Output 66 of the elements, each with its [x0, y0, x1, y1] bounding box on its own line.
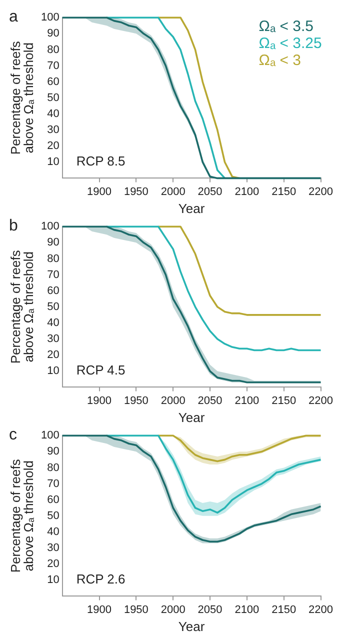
y-tick-label: 30 [47, 333, 60, 346]
x-tick-label: 1950 [124, 394, 148, 407]
x-tick-label: 2050 [198, 394, 222, 407]
x-tick-label: 2100 [234, 186, 260, 198]
x-tick-label: 1950 [124, 604, 148, 616]
y-tick-label: 50 [47, 300, 60, 313]
x-tick-label: 2200 [308, 604, 334, 616]
y-tick-label: 60 [47, 76, 60, 88]
x-tick-label: 2050 [198, 604, 222, 616]
x-tick-label: 2200 [308, 394, 334, 407]
y-axis-title: Percentage of reefs above Ωₐ threshold [8, 458, 36, 573]
y-tick-label: 90 [47, 236, 60, 249]
y-tick-label: 90 [47, 28, 60, 40]
text: Ωₐ < 3.25 [258, 35, 322, 52]
y-tick-label: 10 [47, 365, 60, 378]
y-tick-label: 20 [47, 140, 60, 152]
x-tick-label: 1900 [87, 604, 112, 616]
y-tick-label: 80 [47, 252, 60, 265]
x-tick-label: 2000 [160, 394, 186, 407]
x-tick-label: 1900 [87, 394, 112, 407]
text: c [9, 426, 17, 444]
x-tick-label: 2000 [160, 186, 186, 198]
x-tick-label: 2050 [198, 186, 222, 198]
x-axis-title: Year [178, 410, 206, 425]
y-tick-label: 20 [47, 558, 60, 570]
y-tick-label: 70 [47, 60, 60, 72]
x-axis-title: Year [178, 200, 206, 216]
y-tick-label: 70 [47, 478, 60, 490]
text: Ωₐ < 3 [258, 52, 301, 70]
y-tick-label: 50 [47, 510, 60, 522]
x-tick-label: 2100 [234, 394, 260, 407]
y-tick-label: 40 [47, 108, 60, 120]
y-tick-label: 60 [47, 284, 60, 297]
x-tick-label: 1950 [124, 186, 148, 198]
x-tick-label: 2100 [234, 604, 260, 616]
y-tick-label: 60 [47, 494, 60, 506]
y-axis-title: Percentage of reefs above Ωₐ threshold [8, 40, 36, 155]
text: Ωₐ < 3.5 [258, 18, 314, 36]
y-tick-label: 40 [47, 316, 60, 329]
annotation: RCP 8.5 [76, 153, 126, 168]
y-tick-label: 40 [47, 526, 60, 538]
x-tick-label: 2200 [308, 186, 334, 198]
annotation: RCP 4.5 [76, 362, 126, 378]
y-axis-title: Percentage of reefs above Ωₐ threshold [8, 250, 36, 364]
x-tick-label: 2150 [272, 394, 296, 407]
x-axis-title: Year [178, 618, 206, 634]
y-tick-label: 100 [40, 12, 60, 24]
x-tick-label: 2150 [272, 186, 296, 198]
y-tick-label: 70 [47, 268, 60, 281]
text: a [9, 8, 18, 26]
y-tick-label: 10 [47, 574, 60, 586]
y-tick-label: 30 [47, 124, 60, 136]
y-tick-label: 30 [47, 542, 60, 554]
y-tick-label: 50 [47, 92, 60, 104]
y-tick-label: 10 [47, 156, 60, 168]
x-tick-label: 2000 [160, 604, 186, 616]
x-tick-label: 1900 [87, 186, 112, 198]
annotation: RCP 2.6 [76, 571, 126, 586]
y-tick-label: 100 [40, 220, 60, 233]
y-tick-label: 80 [47, 44, 60, 56]
y-tick-label: 80 [47, 462, 60, 474]
text: b [9, 217, 18, 234]
y-tick-label: 100 [40, 430, 60, 442]
y-tick-label: 20 [47, 349, 60, 362]
y-tick-label: 90 [47, 446, 60, 458]
x-tick-label: 2150 [272, 604, 296, 616]
